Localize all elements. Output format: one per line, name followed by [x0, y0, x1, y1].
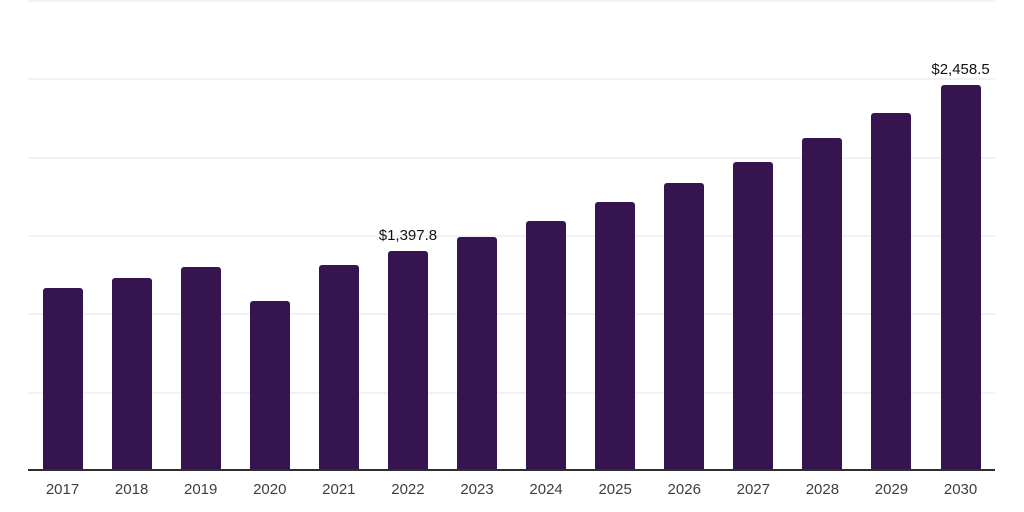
bar-2017 — [42, 288, 83, 470]
x-axis-labels: 2017 2018 2019 2020 2021 2022 2023 2024 2025 2026… — [28, 481, 995, 498]
bar-group-2021 — [304, 0, 373, 470]
x-tick-label-2019: 2019 — [184, 481, 218, 498]
bar-group-2025 — [581, 0, 650, 470]
bar-group-2027 — [719, 0, 788, 470]
bar-2022 — [387, 251, 428, 470]
bar-2018 — [111, 278, 152, 470]
x-tick-label-2025: 2025 — [598, 481, 632, 498]
bar-group-2026 — [650, 0, 719, 470]
gridline-2000 — [28, 157, 995, 159]
gridline-1000 — [28, 313, 995, 315]
bar-group-2030: $2,458.5 — [926, 0, 995, 470]
bar-2025 — [595, 202, 636, 470]
x-tick-label-2018: 2018 — [114, 481, 149, 498]
x-axis-line — [28, 469, 995, 471]
x-tick-label-2024: 2024 — [529, 481, 563, 498]
bars-container: $1,397.8 $2,458.5 — [28, 0, 995, 470]
gridline-2500 — [28, 78, 995, 80]
bar-group-2022: $1,397.8 — [373, 0, 442, 470]
bar-2024 — [526, 221, 567, 470]
x-tick-label-2027: 2027 — [736, 481, 770, 498]
bar-2021 — [318, 265, 359, 470]
plot-area: $1,397.8 $2,458.5 — [28, 0, 995, 471]
bar-group-2018 — [97, 0, 166, 470]
x-tick-label-2029: 2029 — [874, 481, 909, 498]
bar-group-2024 — [512, 0, 581, 470]
x-tick-label-2022: 2022 — [391, 481, 425, 498]
gridline-500 — [28, 392, 995, 394]
bar-2019 — [180, 267, 221, 470]
x-tick-label-2023: 2023 — [460, 481, 494, 498]
bar-group-2019 — [166, 0, 235, 470]
bar-2020 — [249, 301, 290, 470]
x-tick-label-2021: 2021 — [322, 481, 356, 498]
bar-2027 — [733, 162, 774, 470]
gridline-1500 — [28, 235, 995, 237]
bar-2023 — [457, 237, 497, 470]
bar-group-2028 — [788, 0, 857, 470]
bar-value-label-2030: $2,458.5 — [931, 61, 990, 78]
bar-value-label-2022: $1,397.8 — [378, 227, 438, 244]
gridline-3000 — [28, 0, 995, 2]
bar-group-2020 — [235, 0, 304, 470]
x-tick-label-2028: 2028 — [805, 481, 840, 498]
bar-group-2017 — [28, 0, 97, 470]
bar-2030 — [940, 85, 981, 470]
bar-2028 — [802, 138, 843, 470]
bar-2029 — [871, 113, 912, 470]
x-tick-label-2030: 2030 — [943, 481, 978, 498]
x-tick-label-2017: 2017 — [45, 481, 80, 498]
x-tick-label-2020: 2020 — [253, 481, 287, 498]
bar-group-2023 — [442, 0, 511, 470]
bar-2026 — [664, 183, 705, 470]
x-tick-label-2026: 2026 — [667, 481, 701, 498]
bar-group-2029 — [857, 0, 926, 470]
